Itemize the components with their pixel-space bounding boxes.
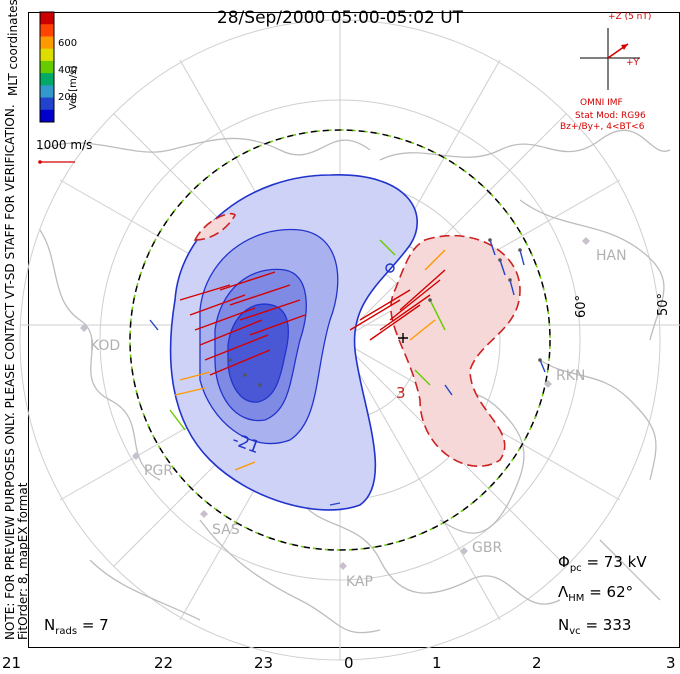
stat-lambda-hm-value: = 62° <box>589 583 634 601</box>
stat-n-vc-value: = 333 <box>585 616 632 634</box>
colorbar-swatch <box>40 109 54 123</box>
lat-label-50: 50° <box>656 292 671 316</box>
stat-phi-pc: Φpc = 73 kV <box>558 553 647 574</box>
colorbar-tick-600: 600 <box>58 38 78 49</box>
colorbar-tick-400: 400 <box>58 65 78 76</box>
fit-order-line: FitOrder: 8, mapEX format <box>16 482 30 640</box>
imf-dial <box>580 28 640 90</box>
mlt-label-1: 1 <box>432 654 442 672</box>
plot-title: 28/Sep/2000 05:00-05:02 UT <box>216 8 464 28</box>
positive-cell-small <box>193 213 236 241</box>
mlt-label-23: 23 <box>254 654 274 672</box>
colorbar-swatch <box>40 12 54 25</box>
imf-condition: Bz+/By+, 4<BT<6 <box>560 122 645 132</box>
preview-note: NOTE: FOR PREVIEW PURPOSES ONLY. PLEASE … <box>3 40 30 640</box>
station-markers <box>80 237 590 570</box>
coastlines <box>39 129 671 634</box>
station-rkn: RKN <box>556 368 586 384</box>
mlt-label-3: 3 <box>666 654 676 672</box>
lat-label-60: 60° <box>574 294 589 318</box>
mlt-label-0: 0 <box>344 654 354 672</box>
stat-n-rads-value: = 7 <box>81 616 109 634</box>
imf-stat-model: Stat Mod: RG96 <box>575 111 646 121</box>
vector-origins <box>228 238 542 387</box>
imf-z-label: +Z (5 nT) <box>608 12 652 22</box>
mlt-label-21: 21 <box>2 654 22 672</box>
colorbar-swatch <box>40 36 54 50</box>
scale-vector-label: 1000 m/s <box>36 138 93 152</box>
stat-lambda-hm: ΛHM = 62° <box>558 583 634 604</box>
station-kap: KAP <box>346 574 373 590</box>
stat-n-rads: Nrads = 7 <box>44 616 109 637</box>
imf-source: OMNI IMF <box>580 98 623 108</box>
positive-cell <box>390 234 521 468</box>
colorbar-swatch <box>40 73 54 86</box>
colorbar-tick-200: 200 <box>58 92 78 103</box>
colorbar-swatch <box>40 60 54 74</box>
mlt-label-22: 22 <box>154 654 174 672</box>
contour-label-pos: 3 <box>396 384 406 402</box>
negative-cell-core <box>227 303 289 403</box>
colorbar-swatch <box>40 24 54 37</box>
velocity-colorbar <box>40 12 54 123</box>
station-kod: KOD <box>90 338 121 354</box>
coordinates-label: MLT coordinates <box>6 0 20 96</box>
stat-n-vc: Nvc = 333 <box>558 616 632 637</box>
station-sas: SAS <box>212 522 240 538</box>
station-pgr: PGR <box>144 463 174 479</box>
station-gbr: GBR <box>472 540 503 556</box>
imf-y-label: +Y <box>626 58 640 68</box>
station-han: HAN <box>596 248 627 264</box>
potential-maximum-marker <box>398 333 408 343</box>
hm-boundary <box>129 129 551 551</box>
colorbar-swatch <box>40 48 54 62</box>
stat-phi-pc-value: = 73 kV <box>586 553 647 571</box>
colorbar-swatch <box>40 85 54 99</box>
velocity-vectors <box>149 239 546 506</box>
colorbar-swatch <box>40 97 54 111</box>
mlt-label-2: 2 <box>532 654 542 672</box>
potential-minimum-marker <box>385 263 395 273</box>
